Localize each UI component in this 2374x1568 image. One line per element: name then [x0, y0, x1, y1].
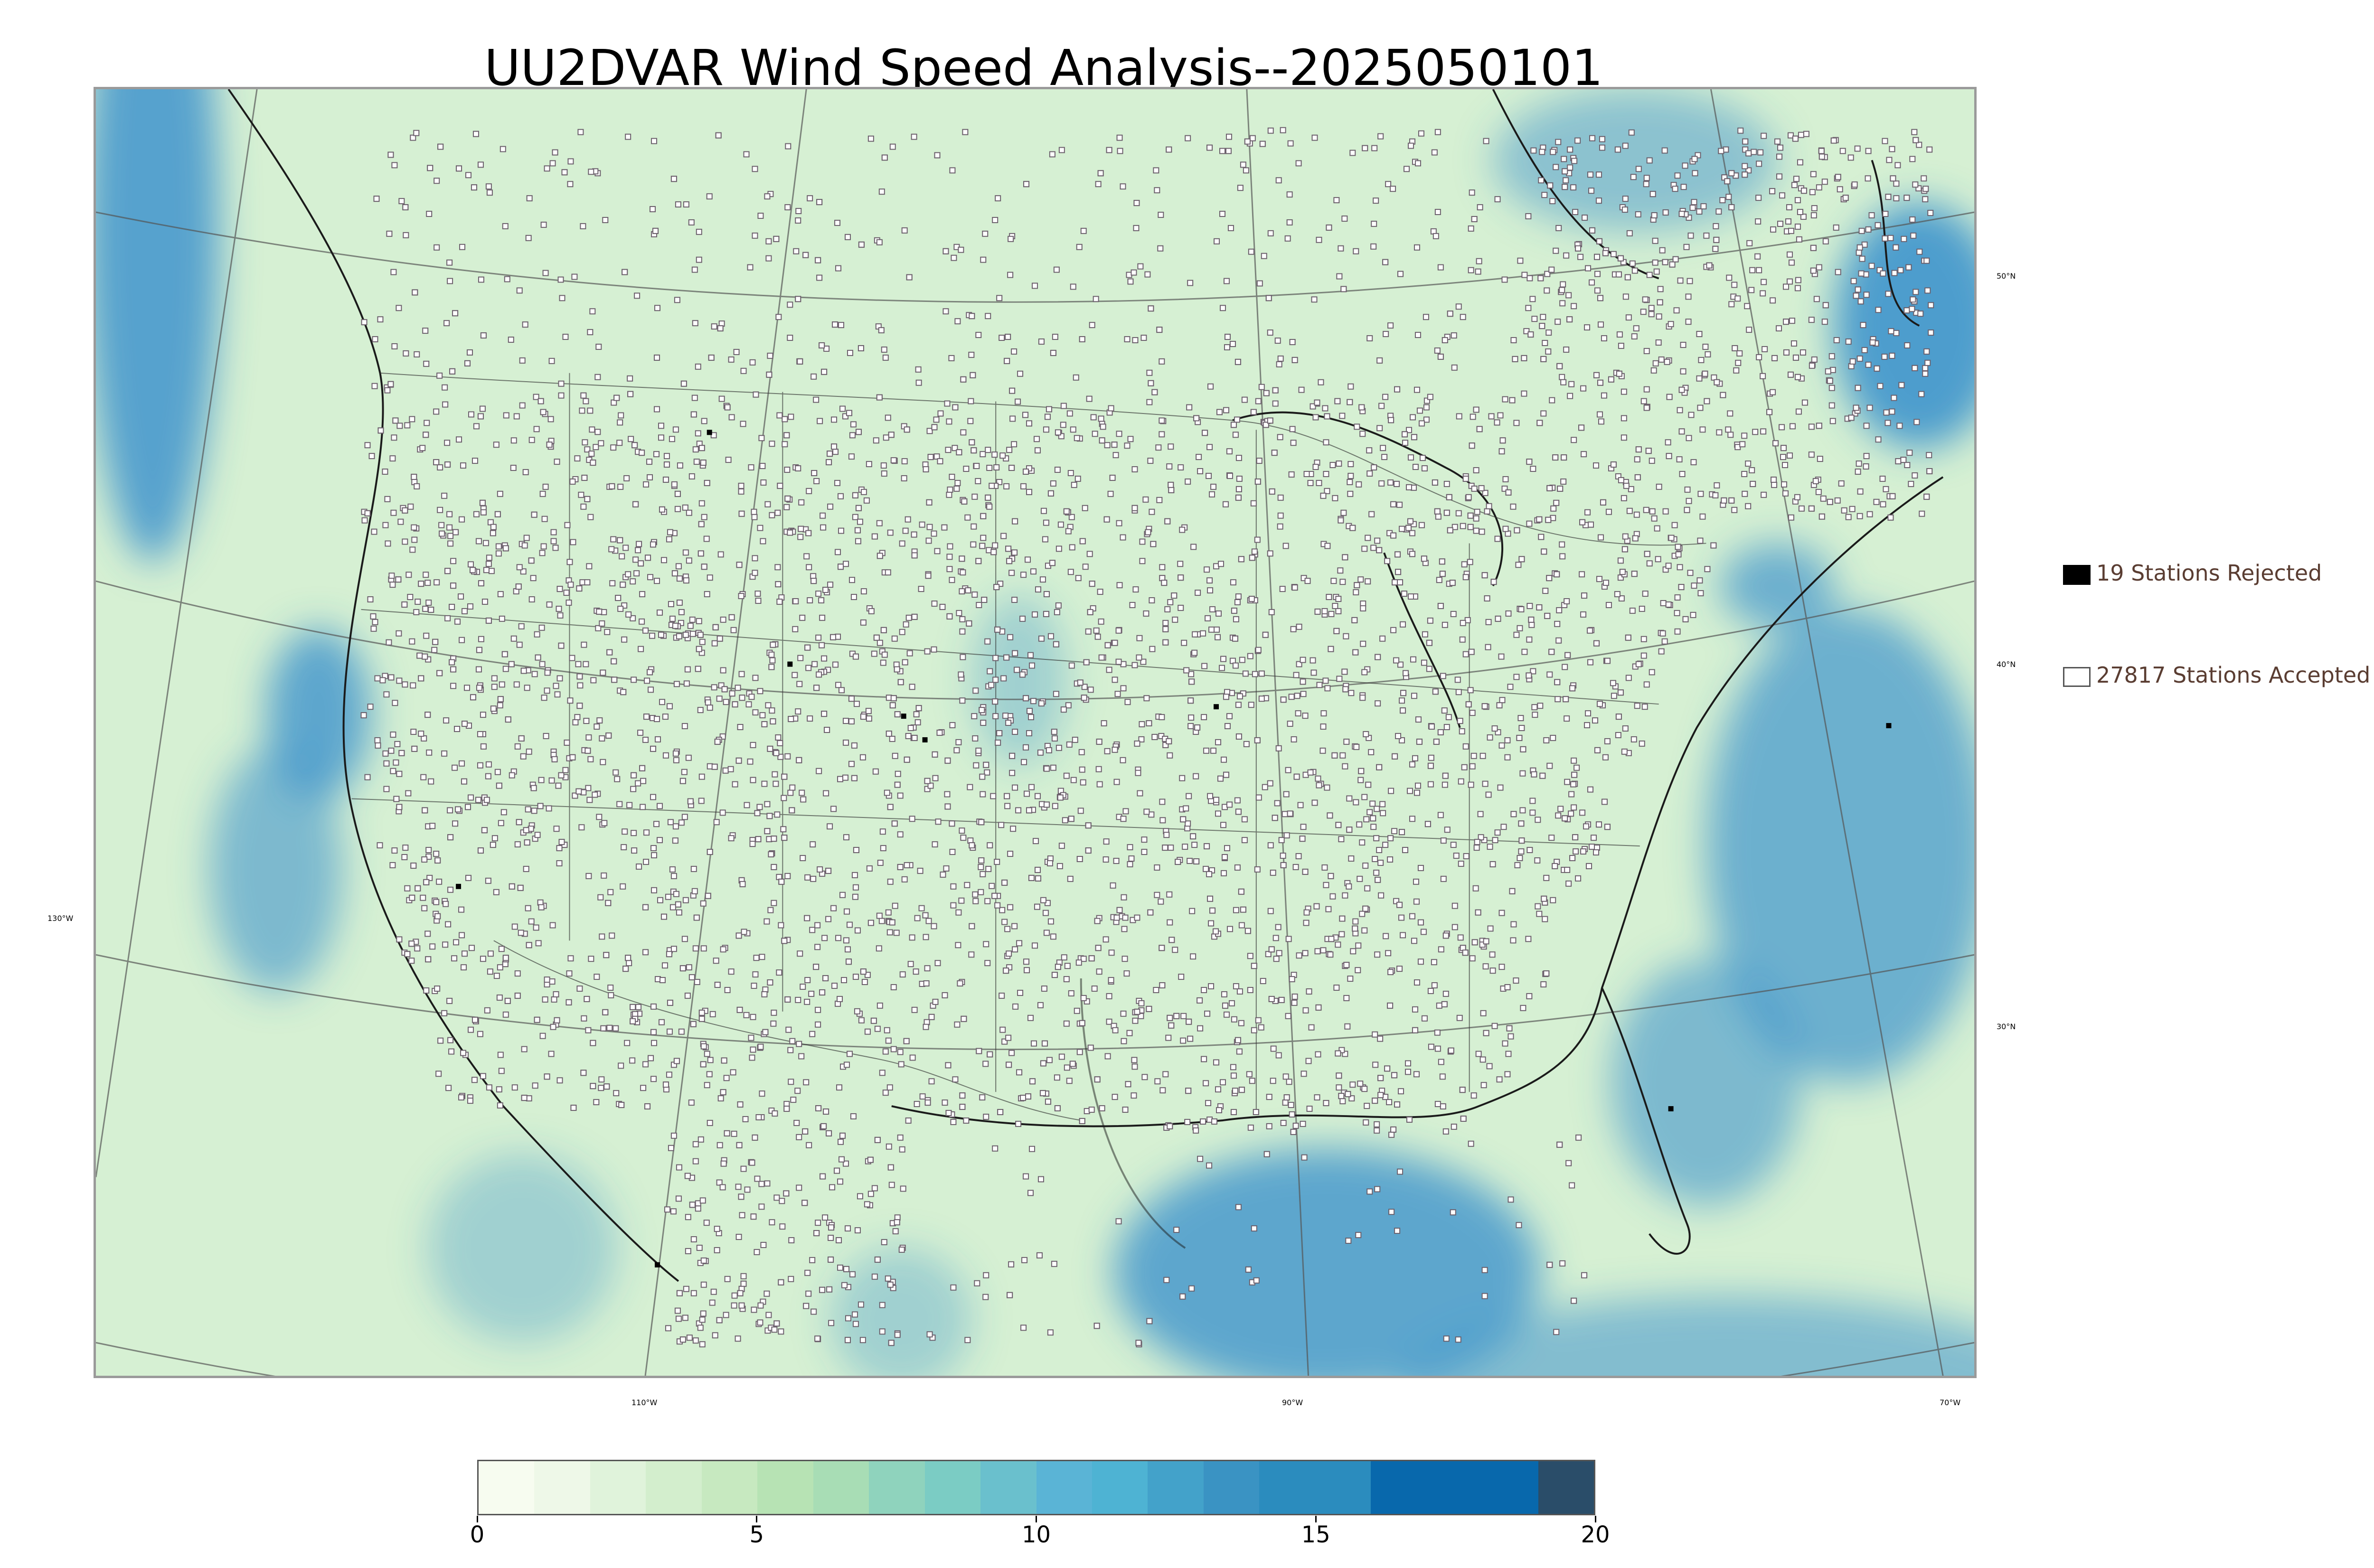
lon-label-70w: 70°W: [1940, 1398, 1961, 1407]
colorbar-segment: [534, 1461, 590, 1514]
colorbar-segment: [479, 1461, 535, 1514]
map-canvas: [96, 89, 1974, 1376]
wind-speed-colorbar: [477, 1460, 1595, 1515]
colorbar-segment: [1203, 1461, 1260, 1514]
colorbar-segment: [646, 1461, 702, 1514]
open-square-icon: [2063, 667, 2091, 687]
colorbar-segment: [701, 1461, 758, 1514]
colorbar-segment: [1036, 1461, 1092, 1514]
legend-rejected-label: 19 Stations Rejected: [2096, 560, 2322, 586]
colorbar-segment: [1315, 1461, 1371, 1514]
colorbar-segment: [813, 1461, 869, 1514]
colorbar-tick-label: 5: [749, 1521, 764, 1548]
colorbar-segment: [980, 1461, 1036, 1514]
colorbar-tick: [1594, 1516, 1596, 1522]
lat-label-40n: 40°N: [1997, 660, 2016, 669]
colorbar-segment: [1259, 1461, 1315, 1514]
colorbar-segment: [869, 1461, 925, 1514]
lat-label-50n: 50°N: [1997, 272, 2016, 281]
state-borders: [351, 372, 1706, 1121]
colorbar-tick: [1036, 1516, 1037, 1522]
colorbar-segment: [1538, 1461, 1594, 1514]
colorbar-segment: [1092, 1461, 1148, 1514]
colorbar-tick-label: 10: [1021, 1521, 1051, 1548]
colorbar-tick: [1315, 1516, 1317, 1522]
colorbar-tick: [756, 1516, 758, 1522]
legend-accepted-label: 27817 Stations Accepted: [2096, 662, 2371, 688]
lon-label-90w: 90°W: [1282, 1398, 1303, 1407]
colorbar-segment: [1482, 1461, 1538, 1514]
wind-speed-map[interactable]: [94, 87, 1977, 1378]
colorbar-tick-label: 0: [470, 1521, 485, 1548]
filled-square-icon: [2063, 565, 2091, 585]
colorbar-segment: [1426, 1461, 1483, 1514]
colorbar-segment: [757, 1461, 813, 1514]
colorbar-segment: [1148, 1461, 1204, 1514]
lon-label-110w: 110°W: [631, 1398, 658, 1407]
colorbar-tick-label: 20: [1581, 1521, 1610, 1548]
wind-speed-field: [96, 89, 1974, 1376]
lat-label-30n: 30°N: [1997, 1022, 2016, 1031]
station-markers: [360, 127, 1934, 1348]
colorbar-segment: [590, 1461, 646, 1514]
colorbar-tick-label: 15: [1301, 1521, 1330, 1548]
colorbar-segment: [1371, 1461, 1427, 1514]
colorbar-tick: [476, 1516, 478, 1522]
lon-label-130w: 130°W: [47, 914, 74, 923]
graticule: [96, 89, 1974, 1376]
colorbar-segment: [924, 1461, 981, 1514]
